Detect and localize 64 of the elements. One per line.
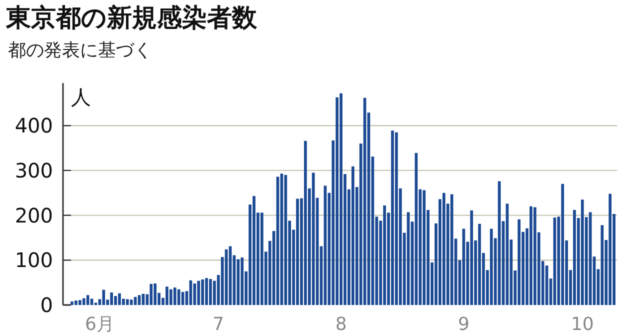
x-tick-label: 6月	[84, 314, 114, 335]
x-tick-label: 10	[570, 314, 594, 335]
bar	[166, 286, 168, 305]
bar	[130, 300, 133, 305]
y-axis-title: 人	[71, 85, 91, 109]
bar	[533, 207, 536, 305]
bar	[336, 97, 339, 305]
x-tick-label: 9	[458, 314, 470, 335]
bar	[150, 284, 153, 305]
bar	[608, 194, 612, 305]
bar	[395, 132, 398, 305]
y-tick-label: 100	[14, 248, 53, 272]
bar	[340, 93, 342, 305]
bar	[126, 299, 129, 305]
y-tick-label: 300	[14, 158, 53, 182]
bar	[490, 228, 493, 305]
bar	[240, 257, 244, 305]
bar	[110, 292, 113, 305]
bar	[260, 212, 264, 305]
bar	[450, 194, 454, 305]
bar	[70, 301, 74, 305]
bar	[470, 210, 474, 305]
bar	[304, 140, 307, 305]
bar	[201, 279, 204, 305]
x-tick-label: 8	[335, 314, 347, 335]
bar	[74, 300, 78, 305]
bar	[530, 206, 532, 305]
bar	[154, 283, 157, 305]
bar	[169, 289, 172, 305]
bar	[391, 130, 394, 305]
bar	[422, 190, 426, 305]
bar	[442, 192, 446, 305]
bar	[114, 296, 117, 305]
y-tick-label: 200	[14, 203, 53, 228]
bar	[236, 259, 240, 305]
bar	[102, 290, 106, 305]
bar	[82, 298, 86, 305]
bar	[312, 172, 315, 305]
bar	[478, 224, 481, 305]
y-tick-label: 400	[14, 114, 53, 138]
bar	[573, 210, 576, 305]
chart-subtitle: 都の発表に基づく	[8, 40, 152, 61]
bar	[580, 200, 584, 305]
bar	[561, 184, 564, 305]
bar	[173, 288, 176, 305]
bar	[197, 280, 200, 305]
bar	[90, 298, 94, 305]
bar	[518, 219, 521, 305]
bar	[78, 300, 82, 305]
chart-title: 東京都の新規感染者数	[5, 3, 258, 32]
bar	[205, 278, 208, 305]
bar	[177, 289, 180, 305]
bar	[284, 174, 288, 305]
bar	[193, 283, 196, 305]
bar	[296, 198, 299, 305]
bar	[118, 293, 121, 305]
bar	[86, 295, 90, 305]
bar	[383, 205, 386, 305]
bar	[252, 196, 256, 305]
y-tick-label: 0	[40, 293, 53, 317]
bar	[351, 166, 354, 305]
bar	[600, 225, 604, 305]
bar	[209, 278, 212, 305]
x-tick-label: 7	[212, 314, 224, 335]
